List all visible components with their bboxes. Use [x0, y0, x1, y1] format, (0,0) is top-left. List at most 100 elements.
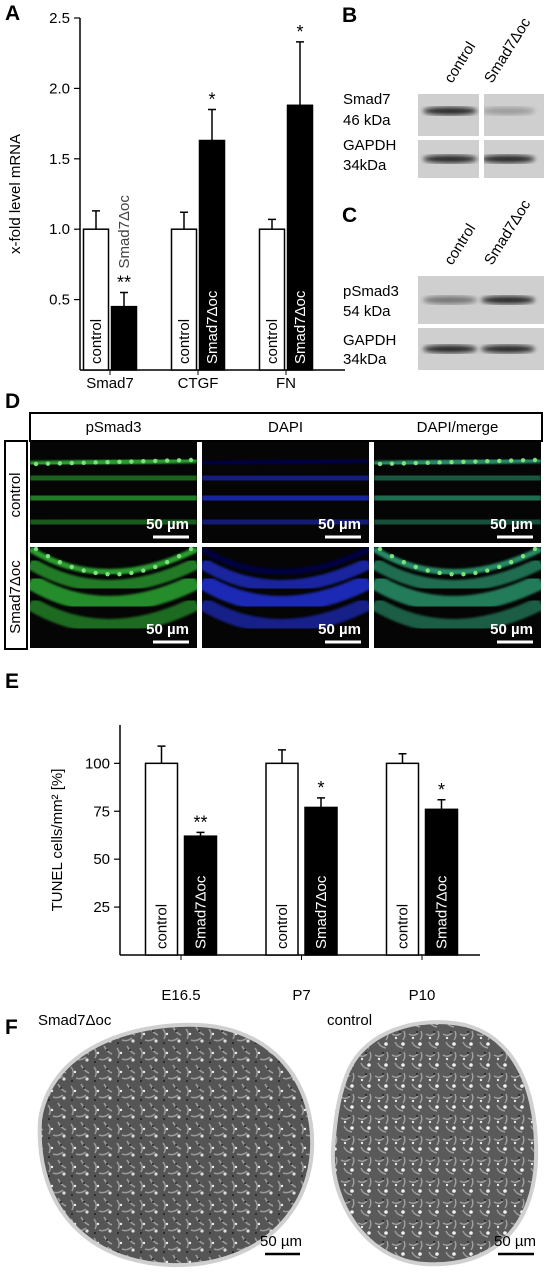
bar-label: Smad7Δoc	[116, 195, 133, 269]
layer	[202, 573, 369, 612]
y-tick-label: 2.5	[49, 10, 70, 27]
band	[423, 296, 477, 304]
image	[202, 442, 369, 543]
bar	[110, 305, 138, 371]
bar	[385, 762, 420, 956]
cell	[105, 459, 110, 465]
scale-bar-label: 50 µm	[318, 516, 361, 533]
cell	[437, 570, 442, 576]
x-tick-label: P10	[409, 987, 436, 1004]
cell	[437, 460, 442, 465]
bar-label: Smad7Δoc	[193, 875, 210, 949]
cell	[389, 461, 395, 466]
bar	[258, 228, 286, 371]
cell	[508, 458, 514, 463]
x-tick-label: Smad7	[86, 375, 134, 392]
lane-label: control	[441, 221, 479, 268]
cell	[401, 559, 407, 565]
cell	[188, 547, 194, 552]
significance: **	[117, 273, 131, 293]
panel-label: A	[5, 2, 20, 25]
cell	[449, 571, 454, 577]
cell	[425, 460, 430, 465]
cell	[153, 458, 158, 464]
cell	[377, 547, 383, 552]
section-label: control	[327, 1012, 372, 1029]
cell	[81, 568, 86, 573]
image	[30, 442, 197, 543]
cell	[69, 460, 74, 466]
cell	[188, 457, 194, 463]
panel-label: D	[5, 390, 20, 413]
y-tick-label: 100	[85, 755, 110, 772]
bar-label: Smad7Δoc	[204, 290, 221, 364]
layer	[30, 557, 197, 592]
bar-label: Smad7Δoc	[313, 875, 330, 949]
micrograph	[374, 547, 541, 648]
x-tick-label: CTGF	[178, 375, 219, 392]
x-tick-label: FN	[276, 375, 296, 392]
micrograph	[202, 547, 369, 648]
cell	[425, 568, 430, 573]
y-tick-label: 1.5	[49, 151, 70, 168]
cell	[45, 461, 51, 466]
x-tick-label: P7	[292, 987, 310, 1004]
cell	[389, 553, 395, 559]
protein-label: GAPDH	[343, 137, 396, 154]
scale-bar-label: 50 µm	[490, 516, 533, 533]
lane-gap	[479, 94, 484, 136]
error-bar	[196, 831, 205, 837]
cell	[57, 461, 63, 466]
image	[202, 547, 369, 648]
layer	[202, 596, 369, 633]
significance: *	[317, 778, 324, 798]
cell	[33, 461, 39, 467]
cell	[129, 570, 134, 576]
band	[423, 155, 477, 163]
column-label: pSmad3	[86, 419, 142, 436]
lane-label: Smad7Δoc	[481, 196, 535, 268]
layer	[30, 469, 197, 487]
layer	[374, 557, 541, 592]
bar	[265, 762, 299, 956]
y-tick-label: 25	[93, 899, 110, 916]
cell	[485, 459, 490, 464]
protein-label: pSmad3	[343, 283, 399, 300]
y-tick-label: 50	[93, 851, 110, 868]
error-bar	[92, 210, 100, 230]
band	[481, 107, 535, 115]
lane-label: Smad7Δoc	[481, 14, 535, 86]
cell	[485, 568, 490, 573]
micrograph	[202, 442, 369, 543]
micrograph	[30, 442, 197, 543]
band	[423, 107, 477, 115]
error-bar	[180, 211, 188, 230]
y-tick-label: 0.5	[49, 292, 70, 309]
layer	[374, 596, 541, 633]
bar	[286, 104, 314, 371]
image	[374, 442, 541, 543]
cell	[532, 457, 538, 463]
scale-bar-label: 50 µm	[490, 621, 533, 638]
cell	[93, 460, 98, 465]
protein-label: GAPDH	[343, 332, 396, 349]
band	[481, 155, 535, 163]
bar-label: control	[264, 319, 281, 364]
bar-label: control	[88, 319, 105, 364]
bar-label: Smad7Δoc	[292, 290, 309, 364]
cell	[176, 553, 182, 559]
band	[423, 345, 477, 353]
y-tick-label: 75	[93, 803, 110, 820]
cell	[473, 570, 478, 576]
bar-label: control	[154, 904, 171, 949]
bar	[304, 806, 338, 956]
layer	[30, 514, 197, 530]
layer	[374, 487, 541, 509]
protein-label: Smad7	[343, 91, 391, 108]
y-tick-label: 2.0	[49, 80, 70, 97]
column-label: DAPI/merge	[417, 419, 499, 436]
error-bar	[317, 797, 325, 808]
error-bar	[268, 218, 276, 230]
cell	[117, 459, 122, 465]
